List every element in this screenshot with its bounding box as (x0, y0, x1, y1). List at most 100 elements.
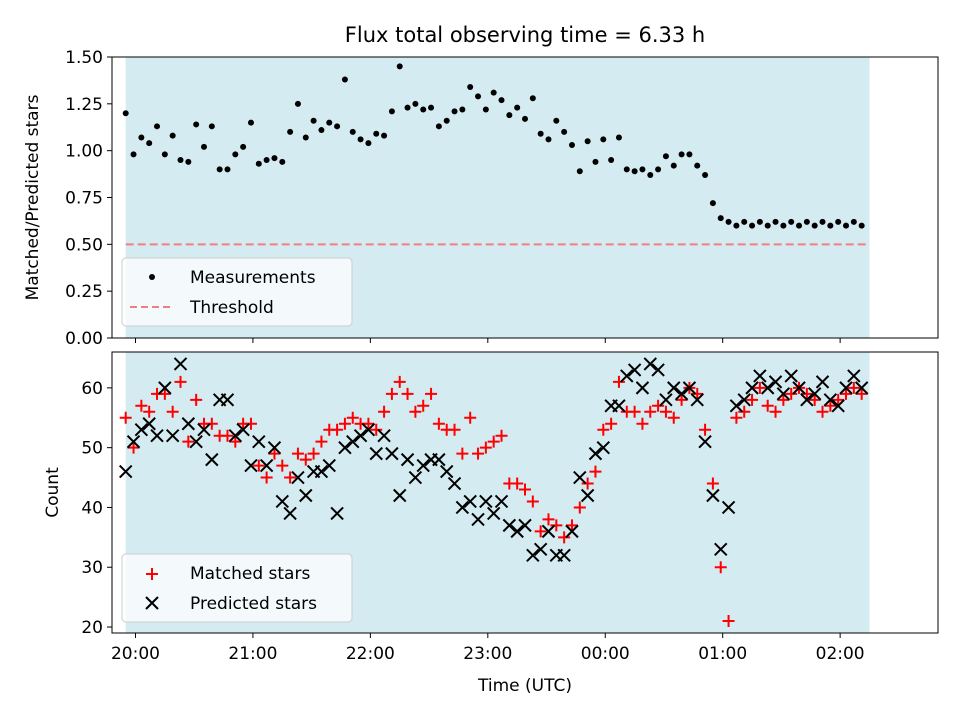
predicted-star-point (776, 387, 791, 401)
predicted-star-point (768, 375, 783, 389)
predicted-star-point (346, 434, 360, 449)
measurement-point (772, 218, 779, 225)
predicted-star-point (142, 417, 156, 431)
measurement-point (819, 218, 826, 225)
measurement-point (584, 138, 591, 145)
measurement-point (388, 108, 395, 115)
predicted-star-point (823, 393, 838, 407)
measurement-point (741, 218, 748, 225)
top-y-axis-label: Matched/Predicted stars (23, 94, 43, 300)
predicted-star-point (299, 488, 313, 503)
matched-star-point (221, 429, 234, 442)
predicted-star-point (353, 428, 368, 443)
matched-star-point (746, 393, 759, 406)
bottom-legend: Matched stars Predicted stars (121, 553, 353, 623)
legend-matched-marker (146, 568, 158, 580)
bottom-xtick-label: 23:00 (463, 644, 512, 664)
matched-star-point (190, 393, 203, 406)
measurement-point (475, 93, 482, 100)
predicted-star-point (322, 458, 336, 473)
matched-star-point (448, 423, 461, 436)
bottom-xtick-label: 00:00 (581, 644, 630, 664)
measurement-point (341, 76, 348, 83)
predicted-star-point (721, 500, 736, 515)
measurement-point (843, 222, 850, 229)
matched-star-point (495, 429, 508, 442)
top-ytick-label: 0.50 (65, 235, 103, 255)
bottom-ytick-label: 20 (81, 618, 103, 638)
measurement-point (631, 168, 638, 175)
measurement-point (506, 112, 513, 119)
predicted-star-point (165, 428, 180, 443)
top-x-ticks (134, 338, 841, 343)
predicted-star-point (408, 470, 423, 485)
measurement-point (161, 151, 168, 158)
matched-star-point (284, 471, 297, 484)
matched-star-point (252, 459, 265, 472)
matched-star-point (174, 375, 187, 388)
predicted-star-point (573, 470, 587, 485)
matched-star-point (526, 495, 539, 508)
measurement-point (279, 158, 286, 165)
legend-measurements-marker (149, 274, 155, 280)
predicted-star-point (338, 440, 352, 455)
predicted-star-point (134, 423, 149, 437)
bottom-x-axis: 20:00 21:00 22:00 23:00 00:00 01:00 02:00 (111, 633, 865, 664)
measurement-point (130, 151, 137, 158)
matched-star-point (597, 423, 610, 436)
matched-star-point (346, 411, 359, 424)
matched-star-point (565, 519, 578, 532)
matched-star-point (691, 387, 704, 400)
matched-star-point (409, 405, 422, 418)
measurement-point (803, 218, 810, 225)
chart-title: Flux total observing time = 6.33 h (345, 23, 705, 47)
predicted-star-point (753, 369, 767, 383)
measurement-point (232, 151, 239, 158)
measurement-point (522, 115, 528, 122)
matched-star-point (205, 417, 218, 430)
predicted-star-point (494, 494, 509, 509)
predicted-star-point (220, 393, 235, 407)
predicted-star-point (533, 542, 548, 557)
measurement-point (357, 136, 364, 143)
measurement-point (138, 134, 145, 141)
matched-star-point (589, 465, 602, 478)
predicted-star-point (314, 464, 329, 479)
predicted-star-point (275, 494, 289, 509)
top-legend-box (121, 257, 353, 327)
matched-star-point (432, 417, 445, 430)
top-ytick-label: 1.50 (65, 48, 103, 68)
predicted-star-point (667, 381, 681, 395)
matched-star-point (385, 387, 398, 400)
measurement-point (858, 222, 865, 229)
matched-star-point (519, 483, 531, 496)
predicted-star-point (267, 440, 282, 455)
bottom-xtick-label: 21:00 (228, 644, 277, 664)
predicted-star-point (463, 494, 477, 509)
matched-star-point (644, 405, 657, 418)
measurement-point (412, 100, 419, 107)
measurement-point (568, 142, 575, 149)
measurement-point (725, 218, 732, 225)
matched-star-point (276, 459, 289, 472)
predicted-star-point (729, 399, 744, 413)
bottom-y-axis-label: Count (43, 467, 63, 518)
predicted-star-point (377, 428, 391, 443)
predicted-star-point (620, 369, 634, 383)
measurement-point (655, 166, 662, 173)
predicted-star-point (588, 446, 603, 461)
top-ytick-label: 0.75 (65, 189, 103, 209)
predicted-star-point (455, 500, 470, 515)
predicted-star-point (839, 381, 853, 395)
matched-star-point (675, 393, 688, 406)
measurement-point (702, 172, 709, 179)
measurement-point (623, 166, 630, 173)
measurement-point (294, 100, 301, 107)
matched-star-point (143, 405, 156, 418)
predicted-star-point (385, 446, 399, 461)
measurement-point (177, 157, 184, 164)
predicted-star-point (471, 512, 485, 527)
measurement-point (796, 222, 803, 229)
measurement-point (615, 134, 622, 141)
